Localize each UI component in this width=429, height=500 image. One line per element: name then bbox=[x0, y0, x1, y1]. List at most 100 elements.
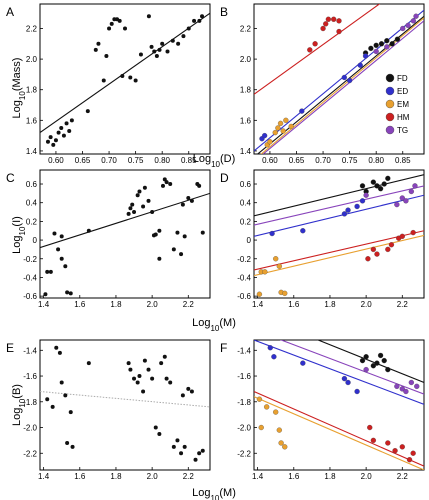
data-point bbox=[157, 47, 162, 52]
data-point bbox=[123, 26, 127, 31]
data-point-fd bbox=[378, 41, 385, 47]
x-tick-label: 0.70 bbox=[315, 156, 331, 165]
data-point-tg bbox=[400, 25, 406, 32]
data-point bbox=[149, 44, 154, 49]
y-tick-label: 2.0 bbox=[26, 55, 38, 64]
data-point bbox=[181, 34, 186, 39]
data-point-hm bbox=[399, 444, 405, 450]
data-point-tg bbox=[394, 383, 400, 389]
data-point-ed bbox=[346, 77, 353, 84]
data-point bbox=[153, 232, 158, 237]
data-point-ed bbox=[345, 207, 351, 213]
y-tick-label: -1.6 bbox=[23, 372, 37, 381]
plot-frame bbox=[253, 339, 425, 471]
data-point bbox=[150, 210, 155, 215]
data-point bbox=[70, 444, 75, 449]
y-tick-label: -0.2 bbox=[237, 255, 251, 264]
legend-marker bbox=[385, 99, 395, 109]
data-point bbox=[154, 54, 159, 59]
data-point bbox=[109, 21, 114, 26]
data-point bbox=[186, 196, 191, 201]
data-point-hm bbox=[374, 251, 380, 257]
x-tick-label: 2.0 bbox=[361, 300, 373, 309]
data-point bbox=[126, 361, 131, 366]
data-point bbox=[152, 49, 157, 54]
data-point-fd bbox=[389, 41, 395, 47]
y-tick-label: -1.6 bbox=[237, 372, 251, 381]
data-point-em bbox=[276, 427, 282, 433]
data-point bbox=[59, 234, 64, 239]
data-point-hm bbox=[331, 16, 337, 22]
x-tick-label: 2.2 bbox=[397, 300, 409, 309]
y-tick-label: -2.0 bbox=[237, 424, 251, 433]
data-point-em bbox=[273, 409, 279, 415]
data-point bbox=[171, 247, 176, 252]
data-point-hm bbox=[406, 457, 413, 463]
data-point-tg bbox=[414, 383, 420, 389]
data-point bbox=[179, 451, 184, 456]
data-point-ed bbox=[341, 375, 348, 382]
y-tick-label: 1.6 bbox=[26, 116, 38, 125]
data-point bbox=[54, 345, 59, 350]
legend-label: TG bbox=[397, 126, 408, 135]
data-point bbox=[168, 380, 173, 385]
data-point-tg bbox=[413, 13, 419, 19]
data-point bbox=[48, 269, 53, 274]
data-point-ed bbox=[261, 132, 268, 139]
data-point bbox=[68, 410, 73, 415]
legend-label: EM bbox=[397, 100, 409, 109]
data-point bbox=[101, 78, 106, 83]
panel-letter: C bbox=[6, 171, 15, 185]
data-point bbox=[64, 121, 69, 126]
data-point-tg bbox=[410, 18, 417, 24]
data-point bbox=[59, 256, 64, 261]
data-point-hm bbox=[410, 450, 416, 456]
data-point bbox=[65, 290, 70, 295]
data-point bbox=[128, 206, 133, 211]
data-point bbox=[128, 75, 133, 80]
legend-marker bbox=[385, 112, 395, 122]
data-point-ed bbox=[341, 74, 347, 81]
data-point-fd bbox=[381, 181, 387, 187]
data-point bbox=[67, 129, 72, 134]
data-point bbox=[182, 444, 187, 449]
data-point-ed bbox=[357, 62, 363, 68]
x-tick-label: 0.80 bbox=[368, 156, 384, 165]
y-tick-label: 1.4 bbox=[26, 147, 38, 156]
data-point-tg bbox=[403, 388, 409, 395]
data-point bbox=[45, 139, 50, 144]
data-point bbox=[69, 118, 74, 123]
data-point bbox=[63, 264, 68, 269]
data-point bbox=[43, 292, 48, 297]
y-tick-label: 0.4 bbox=[240, 199, 252, 208]
data-point-ed bbox=[354, 388, 360, 395]
data-point-fd bbox=[374, 183, 380, 189]
data-point bbox=[200, 448, 205, 453]
x-tick-label: 1.6 bbox=[288, 300, 300, 309]
fit-line bbox=[254, 174, 424, 217]
data-point bbox=[59, 125, 64, 130]
xlabel-m-middle: Log10(M) bbox=[192, 317, 236, 333]
data-point-tg bbox=[403, 198, 409, 204]
data-point bbox=[189, 198, 194, 203]
data-point-em bbox=[273, 256, 279, 262]
y-tick-label: 0.4 bbox=[26, 199, 38, 208]
data-point bbox=[186, 386, 191, 391]
data-point bbox=[138, 52, 143, 57]
data-point-hm bbox=[370, 437, 377, 444]
y-tick-label: 0.6 bbox=[26, 180, 38, 189]
data-point-em bbox=[258, 424, 264, 431]
fit-line bbox=[254, 185, 424, 226]
data-point-ed bbox=[345, 379, 351, 386]
panel-d: D 1.4 1.6 1.8 2.0 2.2 0.6 0.4 0.2 0 -0.2 -0.4 -0.6 bbox=[220, 169, 425, 309]
data-point bbox=[107, 26, 112, 31]
panel-letter: F bbox=[220, 341, 227, 355]
data-point bbox=[59, 380, 64, 385]
data-point-ed bbox=[269, 230, 275, 237]
data-point-tg bbox=[399, 195, 405, 201]
x-tick-label: 0.85 bbox=[395, 156, 411, 165]
data-point-hm bbox=[320, 25, 326, 32]
data-point-tg bbox=[405, 22, 411, 29]
x-tick-label: 1.8 bbox=[324, 472, 336, 481]
